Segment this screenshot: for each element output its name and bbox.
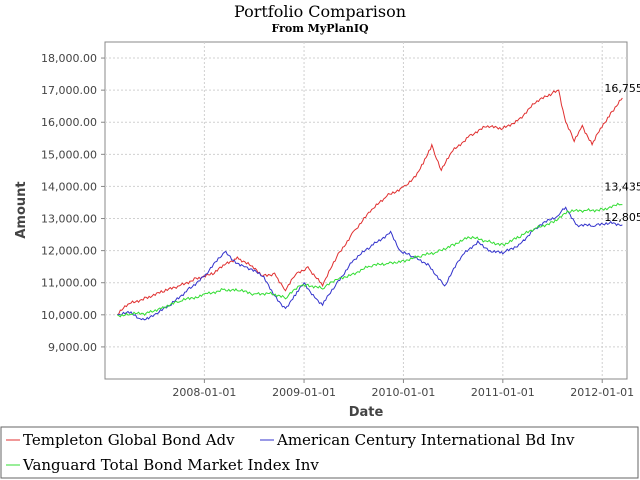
x-axis-label: Date [349,405,384,420]
legend-label-templeton: Templeton Global Bond Adv [23,431,235,449]
x-tick-label: 2008-01-01 [172,386,236,399]
series-line-american-century-international-bd-inv [117,206,623,321]
series-end-labels: 16,755 12,805 13,435 [604,82,640,224]
chart-title: Portfolio Comparison [234,2,406,21]
grid-lines [105,42,627,379]
y-tick-label: 18,000.00 [41,52,97,65]
x-tick-label: 2009-01-01 [272,386,336,399]
y-tick-label: 15,000.00 [41,148,97,161]
series-line-vanguard-total-bond-market-index-inv [117,202,623,318]
legend-label-vanguard: Vanguard Total Bond Market Index Inv [22,456,319,474]
x-tick-label: 2012-01-01 [570,386,634,399]
legend-item-vanguard: Vanguard Total Bond Market Index Inv [6,456,319,474]
y-axis-ticks: 9,000.00 10,000.00 11,000.00 12,000.00 13,00… [41,52,105,354]
series-lines [117,89,623,321]
x-tick-label: 2011-01-01 [471,386,535,399]
legend-box [0,426,639,479]
y-tick-label: 14,000.00 [41,180,97,193]
legend-label-american-century: American Century International Bd Inv [276,431,575,449]
y-tick-label: 17,000.00 [41,84,97,97]
y-tick-label: 13,000.00 [41,213,97,226]
end-value-label-templeton-global-bond-adv: 16,755 [604,82,640,95]
y-tick-label: 12,000.00 [41,245,97,258]
end-value-label-vanguard-total-bond-market-index-inv: 13,435 [604,181,640,194]
legend-item-american-century: American Century International Bd Inv [260,431,575,449]
x-tick-label: 2010-01-01 [371,386,435,399]
legend-item-templeton: Templeton Global Bond Adv [6,431,235,449]
x-axis-ticks: 2008-01-01 2009-01-01 2010-01-01 2011-01-01… [172,379,634,399]
y-axis-label: Amount [14,181,29,238]
y-tick-label: 10,000.00 [41,309,97,322]
chart-subtitle: From MyPlanIQ [271,22,369,35]
y-tick-label: 16,000.00 [41,116,97,129]
y-tick-label: 11,000.00 [41,277,97,290]
y-tick-label: 9,000.00 [48,341,97,354]
plot-area [104,41,628,380]
end-value-label-american-century-international-bd-inv: 12,805 [604,211,640,224]
